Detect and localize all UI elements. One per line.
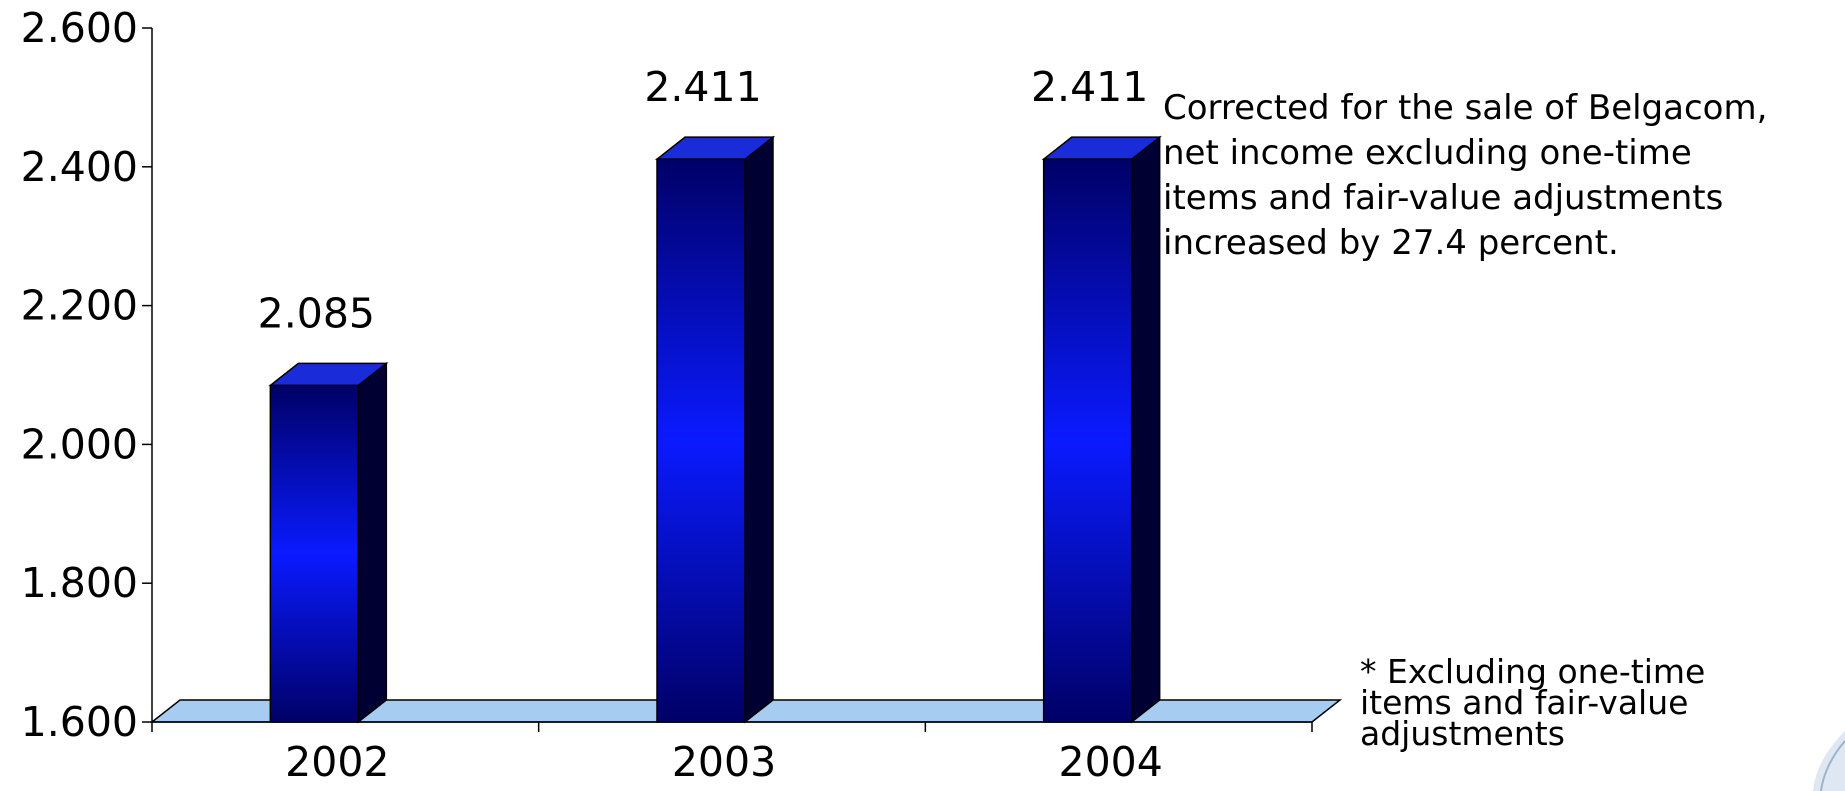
- y-tick-label: 2.000: [21, 420, 138, 468]
- y-tick-label: 2.200: [21, 282, 138, 330]
- bar-value-label: 2.411: [644, 63, 761, 111]
- bar-side-face: [1130, 135, 1161, 724]
- corner-swoosh-decoration: [1813, 731, 1845, 791]
- bar-2002: [268, 361, 389, 724]
- bar-front-face: [269, 384, 360, 723]
- y-tick-label: 2.400: [21, 143, 138, 191]
- x-category-label: 2004: [1058, 738, 1162, 786]
- y-tick-label: 1.800: [21, 559, 138, 607]
- y-tick-label: 1.600: [21, 698, 138, 746]
- x-category-label: 2002: [285, 738, 389, 786]
- bar-2004: [1041, 135, 1162, 724]
- bar-value-label: 2.085: [258, 289, 375, 337]
- bar-front-face: [1042, 158, 1133, 723]
- chart-footnote: * Excluding one-time items and fair-valu…: [1360, 652, 1706, 753]
- bar-side-face: [357, 361, 388, 724]
- bar-side-face: [744, 135, 774, 724]
- x-category-label: 2003: [672, 738, 776, 786]
- bar-front-face: [656, 158, 746, 723]
- bar-2003: [654, 135, 776, 724]
- y-tick-label: 2.600: [21, 4, 138, 52]
- bar-value-label: 2.411: [1031, 63, 1148, 111]
- chart-annotation: Corrected for the sale of Belgacom, net …: [1163, 88, 1768, 263]
